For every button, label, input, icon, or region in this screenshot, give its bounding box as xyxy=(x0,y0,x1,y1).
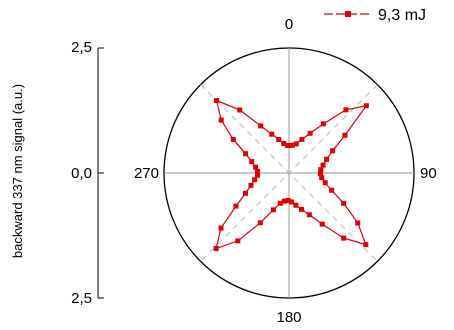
data-point xyxy=(213,246,219,252)
data-point xyxy=(218,117,224,123)
data-point xyxy=(281,140,287,146)
data-point xyxy=(329,187,335,193)
series-line-0 xyxy=(215,99,368,250)
data-point xyxy=(255,168,261,174)
data-point xyxy=(320,162,326,168)
data-point xyxy=(252,177,258,183)
data-point xyxy=(243,190,248,196)
data-point xyxy=(214,98,220,104)
data-point xyxy=(270,207,276,213)
axes-layer: 2,5 0,0 2,5 backward 337 nm signal (a.u.… xyxy=(10,16,437,326)
legend: 9,3 mJ xyxy=(324,7,426,24)
data-point xyxy=(233,203,239,209)
data-point xyxy=(293,141,299,147)
data-point xyxy=(285,197,291,203)
data-point xyxy=(306,212,312,218)
data-point xyxy=(258,123,264,129)
data-point xyxy=(257,220,263,226)
data-point xyxy=(269,131,275,137)
data-point xyxy=(319,221,325,227)
data-point xyxy=(248,182,254,188)
data-point xyxy=(330,148,336,154)
angle-label-90: 90 xyxy=(420,165,437,182)
legend-label: 9,3 mJ xyxy=(378,7,426,24)
data-point xyxy=(322,180,328,186)
data-point xyxy=(318,171,323,177)
data-point xyxy=(341,200,347,206)
radial-tick-label-top: 2,5 xyxy=(71,39,92,56)
data-point xyxy=(289,142,295,148)
data-point xyxy=(282,198,288,204)
data-point xyxy=(342,132,348,138)
grid-line-diagonal-2 xyxy=(200,84,378,262)
data-point xyxy=(255,172,261,178)
legend-marker xyxy=(345,11,351,17)
radial-tick-label-bottom: 2,5 xyxy=(71,290,92,307)
series-layer xyxy=(213,98,369,252)
data-point xyxy=(218,225,224,231)
data-point xyxy=(293,202,299,208)
data-point xyxy=(249,159,255,165)
data-point xyxy=(307,130,313,136)
angle-label-180: 180 xyxy=(276,309,301,326)
data-point xyxy=(320,121,326,127)
y-axis-label: backward 337 nm signal (a.u.) xyxy=(10,84,25,258)
data-point xyxy=(276,137,282,143)
data-point xyxy=(277,200,283,206)
data-point xyxy=(243,151,249,157)
data-point xyxy=(289,199,295,205)
data-point xyxy=(235,238,241,244)
data-point xyxy=(341,235,347,241)
data-point xyxy=(285,143,291,149)
data-point xyxy=(299,206,305,212)
data-point xyxy=(299,136,305,142)
angle-label-0: 0 xyxy=(285,16,293,33)
data-point xyxy=(363,103,369,109)
data-point xyxy=(253,164,259,170)
data-point xyxy=(230,137,236,143)
data-point xyxy=(355,220,361,226)
data-point xyxy=(318,167,324,173)
data-point xyxy=(343,107,349,113)
data-point xyxy=(319,175,325,181)
radial-tick-label-middle: 0,0 xyxy=(71,165,92,182)
data-point xyxy=(324,156,330,162)
data-point xyxy=(363,242,369,248)
angle-label-270: 270 xyxy=(134,165,159,182)
data-point xyxy=(237,107,243,113)
